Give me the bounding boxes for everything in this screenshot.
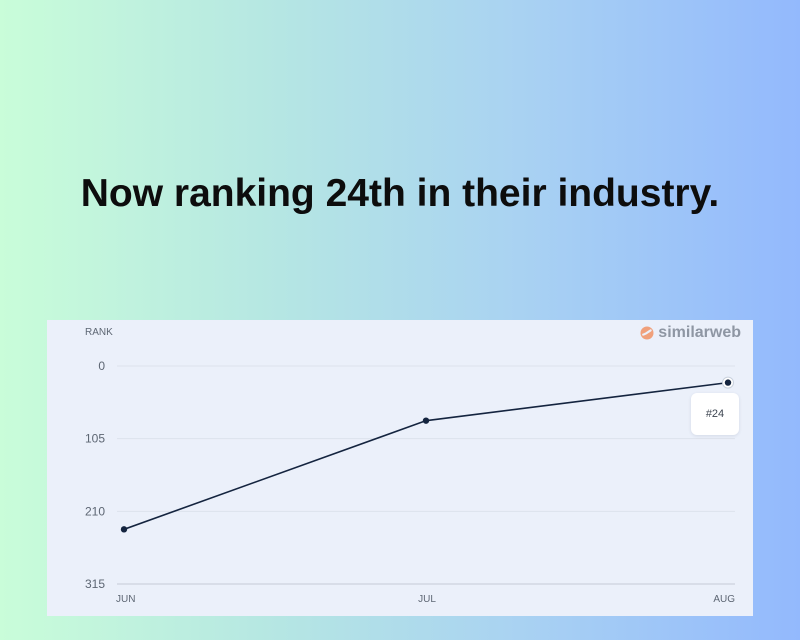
rank-tooltip: #24 (691, 393, 739, 435)
rank-chart-card: similarweb RANK 0 105 210 315 JUN JUL AUG #24 (47, 320, 753, 616)
x-tick-label: AUG (713, 594, 735, 605)
rank-series-line (123, 381, 729, 531)
data-point (422, 417, 430, 424)
data-point (724, 379, 732, 386)
similarweb-logo-icon (640, 326, 654, 340)
y-tick-label: 210 (85, 504, 105, 518)
headline: Now ranking 24th in their industry. (80, 172, 720, 215)
tooltip-label: #24 (705, 408, 725, 420)
data-point (120, 526, 128, 533)
rank-line-chart: RANK 0 105 210 315 JUN JUL AUG (85, 327, 735, 605)
brand-name: similarweb (658, 324, 741, 341)
x-tick-label: JUL (418, 594, 436, 605)
y-axis-label: RANK (85, 327, 113, 338)
x-tick-label: JUN (116, 594, 135, 605)
brand-logo: similarweb (640, 323, 741, 343)
y-tick-label: 0 (98, 359, 105, 373)
y-tick-label: 315 (85, 577, 105, 591)
y-tick-label: 105 (85, 432, 105, 446)
